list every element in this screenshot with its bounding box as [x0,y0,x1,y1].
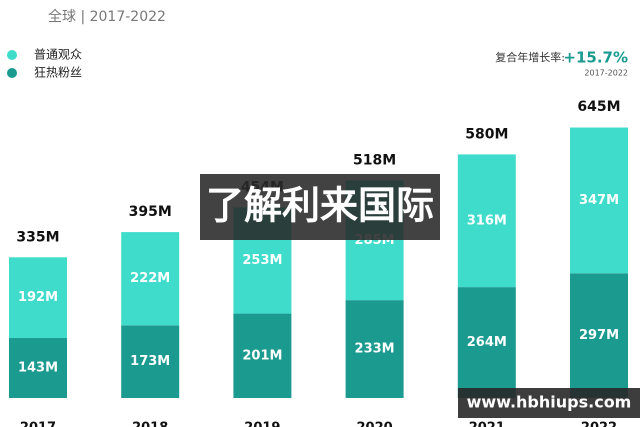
value-label: 347M [579,193,619,208]
value-label: 264M [467,335,507,350]
total-label: 395M [129,204,172,220]
bar-segment [570,273,628,398]
value-label: 192M [18,290,58,305]
value-label: 173M [130,354,170,369]
bar-segment [121,232,180,326]
cagr-label: 复合年增长率: [495,50,565,64]
watermark-band [458,388,640,418]
legend-label: 狂热粉丝 [34,66,82,80]
total-label: 645M [577,99,620,115]
overlay-text: 了解利来国际 [206,184,434,228]
value-label: 297M [579,328,619,343]
x-tick-label: 2018 [132,421,168,427]
x-tick-label: 2021 [469,421,505,427]
total-label: 335M [16,229,59,245]
total-label: 580M [465,126,508,142]
overlay-band [200,174,440,240]
value-label: 201M [242,348,282,363]
total-label: 518M [353,152,396,168]
x-tick-label: 2022 [581,421,617,427]
bar-segment [457,287,516,398]
watermark: www.hbhiups.com [467,393,632,412]
x-tick-label: 2020 [357,421,393,427]
bar-segment [345,300,404,398]
chart-subtitle: 全球 | 2017-2022 [48,8,166,25]
bar-segment [9,257,67,338]
value-label: 233M [355,342,395,357]
value-label: 143M [18,360,58,375]
x-tick-label: 2019 [244,421,280,427]
bar-segment [570,127,628,274]
x-tick-label: 2017 [20,421,56,427]
value-label: 316M [467,213,507,228]
cagr-value: +15.7% [563,49,628,67]
legend-swatch [7,50,17,60]
bar-segment [457,154,516,288]
value-label: 253M [242,253,282,268]
bar-segment [233,313,292,398]
plot: 143M 192M 335M 2017 173M 222M 395M 2018 201M 253M… [9,99,628,427]
bar-segment [9,337,67,398]
legend-label: 普通观众 [34,48,82,62]
cagr-period: 2017-2022 [584,69,628,78]
bar-segment [121,325,180,398]
value-label: 222M [130,271,170,286]
legend-swatch [7,68,17,78]
